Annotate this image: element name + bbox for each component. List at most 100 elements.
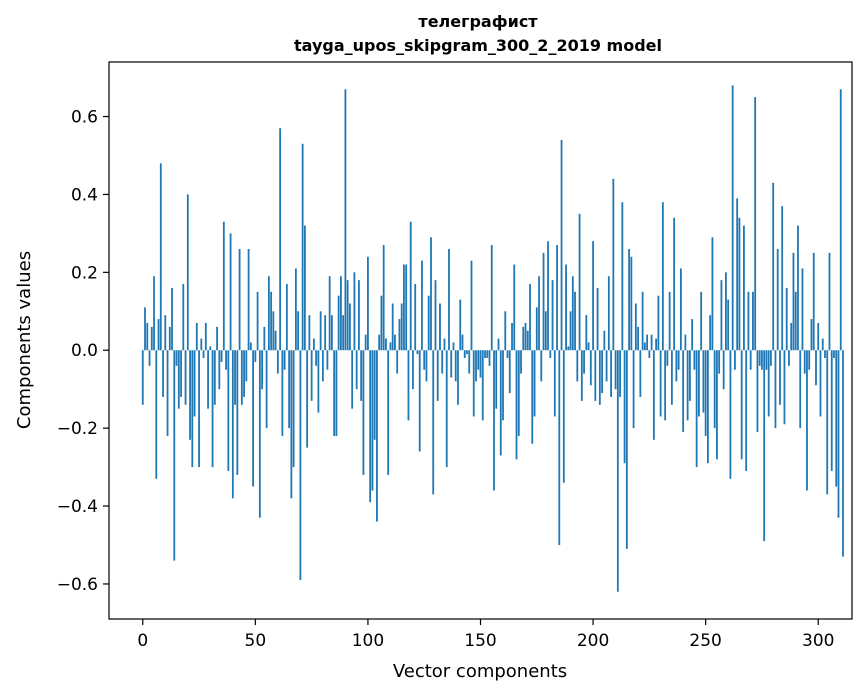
bar: [477, 350, 480, 370]
bar: [632, 350, 635, 429]
bar: [578, 213, 581, 351]
bar: [427, 295, 430, 351]
bar: [652, 350, 655, 440]
bar: [583, 350, 585, 374]
bar: [725, 272, 727, 351]
bar: [810, 319, 813, 351]
bar: [321, 350, 324, 382]
chart-subtitle: tayga_upos_skipgram_300_2_2019 model: [294, 36, 662, 55]
bar: [373, 350, 376, 440]
bar: [340, 276, 342, 351]
x-tick-label: 50: [245, 631, 267, 651]
bar: [562, 350, 565, 483]
bar: [376, 350, 378, 522]
bar: [743, 225, 745, 351]
bar: [734, 350, 736, 370]
bar: [511, 322, 513, 351]
bar: [747, 291, 750, 351]
bar: [333, 350, 336, 436]
bar: [713, 350, 716, 429]
bar: [785, 287, 788, 351]
bar: [380, 295, 383, 351]
bar: [220, 350, 223, 362]
bar: [403, 264, 405, 351]
bar: [754, 97, 757, 351]
bar: [799, 350, 802, 429]
bar: [245, 350, 248, 382]
bar: [659, 350, 662, 417]
bar: [801, 268, 804, 351]
bar: [155, 350, 158, 479]
bar: [270, 291, 273, 351]
bar: [679, 268, 682, 351]
bar: [412, 350, 414, 390]
bar: [693, 350, 696, 370]
bar: [544, 311, 547, 351]
bar: [637, 326, 640, 351]
bar: [459, 299, 462, 351]
bar: [222, 221, 225, 351]
bar: [367, 256, 369, 351]
bar: [592, 241, 594, 351]
bar: [522, 326, 525, 351]
bar: [819, 350, 822, 417]
bar: [400, 303, 403, 351]
bar: [258, 350, 261, 518]
bar: [821, 338, 824, 351]
bar: [504, 311, 507, 351]
plot-frame: [108, 61, 853, 620]
bar: [238, 248, 241, 351]
bar: [310, 350, 313, 401]
bar: [630, 256, 633, 351]
bar: [571, 276, 574, 351]
bar: [202, 350, 205, 359]
bar: [603, 330, 606, 351]
bar: [168, 326, 171, 351]
bar: [731, 85, 734, 351]
bar: [441, 350, 444, 374]
bar: [643, 342, 646, 351]
bar: [727, 299, 730, 351]
bar: [828, 252, 831, 351]
bar: [385, 338, 387, 351]
bar: [756, 350, 759, 433]
bar: [688, 350, 691, 401]
bar: [299, 350, 302, 581]
bar: [673, 217, 676, 351]
bar: [686, 350, 689, 421]
bar: [324, 315, 327, 351]
bar: [493, 350, 495, 491]
bar: [227, 350, 230, 471]
bar: [774, 350, 777, 429]
bar: [646, 334, 649, 351]
bar: [407, 350, 410, 421]
bar: [276, 350, 279, 374]
bar: [360, 350, 363, 401]
bar: [173, 350, 176, 561]
bar: [436, 350, 439, 401]
bar: [164, 315, 167, 351]
bar: [535, 307, 538, 351]
bar: [236, 350, 239, 475]
bar: [421, 260, 423, 351]
bar: [353, 272, 356, 351]
bar: [580, 350, 583, 401]
bar: [175, 350, 178, 366]
bar: [839, 89, 842, 351]
bar: [817, 322, 820, 351]
bar: [265, 350, 268, 429]
bar: [405, 264, 408, 351]
bar: [526, 330, 529, 351]
bar: [180, 350, 182, 397]
bar: [443, 338, 446, 351]
bar: [267, 276, 270, 351]
bar: [425, 350, 428, 382]
x-axis-label: Vector components: [393, 661, 567, 682]
bar: [808, 350, 811, 370]
bar: [252, 350, 254, 487]
bar: [434, 280, 437, 351]
bar: [297, 311, 300, 351]
bar: [364, 334, 367, 351]
bar: [450, 350, 453, 378]
bar: [479, 350, 482, 378]
